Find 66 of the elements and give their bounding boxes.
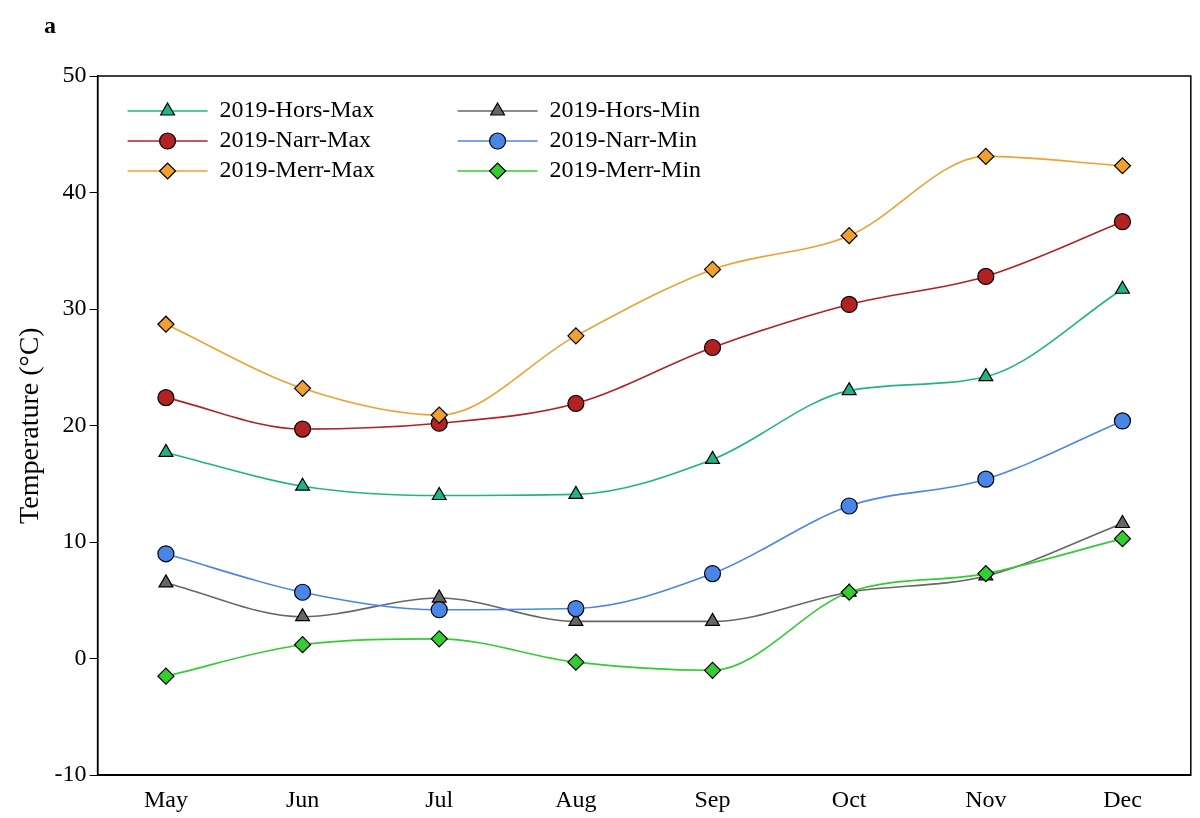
point: [1114, 280, 1130, 294]
point: [568, 485, 584, 499]
point: [567, 394, 585, 413]
point: [293, 636, 312, 654]
point: [1113, 412, 1132, 430]
point: [840, 497, 858, 515]
x-tick-label: May: [143, 785, 188, 812]
point: [703, 565, 722, 583]
point: [567, 599, 585, 618]
point: [157, 545, 175, 563]
point: [977, 147, 995, 166]
y-tick-label: 30: [62, 294, 87, 321]
x-tick-label: Nov: [965, 785, 1007, 812]
x-tick-label: Jun: [285, 785, 320, 812]
point: [1114, 514, 1130, 529]
point: [1113, 213, 1132, 231]
point: [157, 389, 175, 407]
point: [431, 486, 447, 501]
legend-label: 2019-Narr-Max: [219, 126, 372, 153]
y-tick-label: 20: [62, 410, 87, 437]
x-tick-label: Aug: [555, 785, 597, 812]
x-tick-label: Sep: [694, 785, 731, 812]
point: [703, 338, 722, 357]
x-tick-label: Dec: [1103, 785, 1142, 812]
x-tick-label: Oct: [831, 785, 867, 812]
point: [703, 661, 722, 679]
point: [567, 327, 585, 345]
point: [1113, 157, 1132, 175]
point: [841, 382, 857, 396]
point: [977, 470, 995, 488]
text: a: [44, 12, 56, 39]
point: [977, 267, 995, 286]
legend-label: 2019-Narr-Min: [549, 126, 698, 153]
point: [704, 450, 721, 464]
point: [295, 477, 311, 491]
y-tick-label: 0: [74, 643, 87, 670]
y-tick-label: 40: [62, 177, 87, 204]
point: [704, 612, 721, 626]
y-tick-label: 10: [62, 527, 87, 554]
point: [978, 368, 994, 382]
point: [157, 315, 175, 333]
legend-label: 2019-Merr-Min: [549, 156, 702, 183]
point: [567, 653, 585, 671]
point: [430, 630, 448, 648]
point: [840, 295, 858, 313]
point: [158, 443, 174, 457]
legend-label: 2019-Hors-Min: [549, 96, 701, 123]
point: [703, 260, 722, 279]
point: [157, 667, 175, 685]
point: [293, 420, 312, 438]
y-axis-title: Temperature (°C): [13, 327, 45, 524]
point: [293, 583, 312, 601]
x-tick-label: Jul: [425, 785, 454, 812]
point: [1113, 530, 1132, 548]
point: [430, 601, 448, 619]
point: [431, 589, 447, 603]
point: [295, 608, 311, 622]
point: [840, 227, 858, 245]
legend-label: 2019-Merr-Max: [219, 156, 376, 183]
point: [840, 583, 858, 601]
point: [430, 406, 448, 424]
y-tick-label: 50: [62, 61, 87, 88]
y-tick-label: -10: [54, 760, 87, 787]
point: [158, 574, 174, 588]
point: [293, 379, 312, 397]
legend-label: 2019-Hors-Max: [219, 96, 375, 123]
